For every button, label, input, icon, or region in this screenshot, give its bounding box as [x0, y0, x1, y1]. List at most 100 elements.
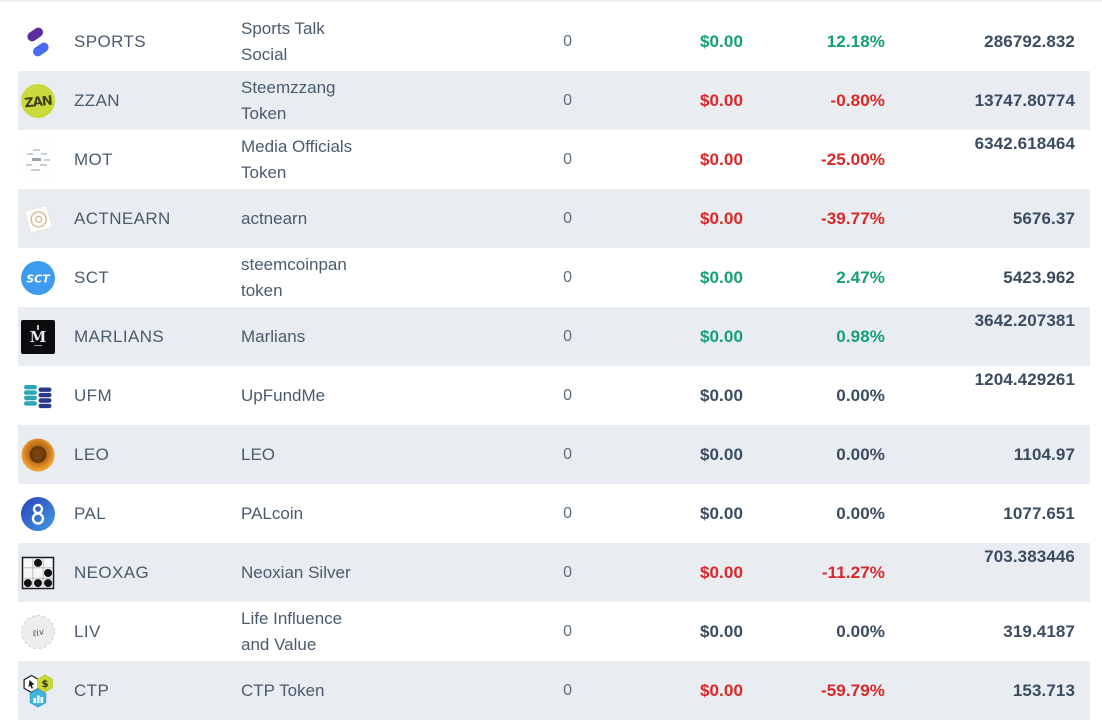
zzan-icon: ZAN: [20, 83, 56, 119]
token-symbol: NEOXAG: [74, 562, 150, 582]
svg-text:SCT: SCT: [26, 272, 51, 285]
token-symbol: LIV: [74, 621, 101, 641]
token-quantity: 0: [563, 209, 572, 227]
token-usd-value: $0.00: [699, 326, 743, 346]
token-symbol: MARLIANS: [74, 326, 165, 346]
token-balance: 5676.37: [1012, 208, 1075, 228]
token-symbol: PAL: [74, 503, 107, 523]
token-quantity: 0: [563, 504, 572, 522]
row-divider: [0, 0, 1102, 2]
token-balance: 319.4187: [1003, 621, 1075, 641]
token-table: SPORTS Sports Talk Social 0 $0.00 12.18%…: [18, 2, 1090, 720]
mot-icon: [20, 141, 56, 178]
token-balance: 6342.618464: [974, 134, 1075, 153]
token-name: CTP Token: [241, 680, 325, 700]
svg-text:M: M: [30, 328, 47, 346]
marlians-icon: M: [20, 319, 56, 355]
token-quantity: 0: [563, 563, 572, 581]
token-row[interactable]: LEO LEO 0 $0.00 0.00% 1104.97: [18, 425, 1090, 484]
liv-icon: ℓiv: [20, 614, 56, 650]
token-change-percent: -39.77%: [820, 208, 885, 228]
token-change-percent: -25.00%: [820, 149, 885, 169]
token-quantity: 0: [563, 268, 572, 286]
token-name: steemcoinpan token: [241, 254, 347, 300]
token-row[interactable]: UFM UpFundMe 0 $0.00 0.00% 1204.429261: [18, 366, 1090, 425]
token-row[interactable]: MOT Media Officials Token 0 $0.00 -25.00…: [18, 130, 1090, 189]
token-change-percent: 0.00%: [836, 503, 885, 523]
token-change-percent: 0.98%: [836, 326, 885, 346]
token-usd-value: $0.00: [699, 444, 743, 464]
token-quantity: 0: [563, 327, 572, 345]
token-symbol: MOT: [74, 149, 113, 169]
token-name: Life Influence and Value: [241, 608, 343, 654]
token-quantity: 0: [563, 622, 572, 640]
token-name: actnearn: [241, 208, 308, 228]
token-row[interactable]: ℓiv LIV Life Influence and Value 0 $0.00…: [18, 602, 1090, 661]
token-balance: 1204.429261: [974, 370, 1075, 389]
token-name: Neoxian Silver: [241, 562, 351, 582]
token-change-percent: -59.79%: [820, 680, 885, 700]
token-name: UpFundMe: [241, 385, 326, 405]
token-balance: 1104.97: [1013, 444, 1075, 464]
actnearn-icon: [20, 201, 56, 237]
token-usd-value: $0.00: [699, 385, 743, 405]
token-usd-value: $0.00: [699, 208, 743, 228]
token-usd-value: $0.00: [699, 562, 743, 582]
token-name: Media Officials Token: [241, 136, 353, 182]
token-quantity: 0: [563, 445, 572, 463]
token-balance: 3642.207381: [974, 311, 1075, 330]
token-symbol: LEO: [74, 444, 110, 464]
token-change-percent: 0.00%: [836, 621, 885, 641]
sports-icon: [20, 24, 56, 60]
token-row[interactable]: ACTNEARN actnearn 0 $0.00 -39.77% 5676.3…: [18, 189, 1090, 248]
ctp-icon: $: [20, 673, 56, 709]
token-usd-value: $0.00: [699, 680, 743, 700]
token-row[interactable]: $ CTP CTP Token 0 $0.00 -59.79% 153.713: [18, 661, 1090, 720]
token-quantity: 0: [563, 386, 572, 404]
token-quantity: 0: [563, 150, 572, 168]
token-row[interactable]: ZAN ZZAN Steemzzang Token 0 $0.00 -0.80%…: [18, 71, 1090, 130]
token-symbol: SPORTS: [74, 31, 146, 51]
token-name: Marlians: [241, 326, 306, 346]
token-change-percent: -0.80%: [830, 90, 885, 110]
token-change-percent: 0.00%: [836, 385, 885, 405]
token-row[interactable]: M MARLIANS Marlians 0 $0.00 0.98% 3642.2…: [18, 307, 1090, 366]
svg-text:$: $: [42, 679, 49, 690]
svg-text:ℓiv: ℓiv: [32, 627, 46, 639]
token-symbol: SCT: [74, 267, 110, 287]
token-balance: 703.383446: [984, 547, 1075, 566]
token-change-percent: -11.27%: [821, 562, 885, 582]
leo-icon: [20, 437, 56, 473]
sct-icon: SCT: [20, 260, 56, 296]
token-row[interactable]: SCT SCT steemcoinpan token 0 $0.00 2.47%…: [18, 248, 1090, 307]
token-balance: 5423.962: [1003, 267, 1075, 287]
token-name: Sports Talk Social: [241, 18, 325, 64]
token-balance: 153.713: [1012, 680, 1075, 700]
token-usd-value: $0.00: [699, 31, 743, 51]
token-name: Steemzzang Token: [241, 77, 336, 123]
token-balance: 286792.832: [984, 31, 1075, 51]
token-usd-value: $0.00: [699, 503, 743, 523]
svg-text:ZAN: ZAN: [24, 93, 53, 111]
token-usd-value: $0.00: [699, 621, 743, 641]
token-usd-value: $0.00: [699, 149, 743, 169]
token-symbol: CTP: [74, 680, 110, 700]
token-row[interactable]: SPORTS Sports Talk Social 0 $0.00 12.18%…: [18, 2, 1090, 71]
token-balance: 13747.80774: [974, 90, 1075, 110]
token-row[interactable]: PAL PALcoin 0 $0.00 0.00% 1077.651: [18, 484, 1090, 543]
token-change-percent: 2.47%: [836, 267, 885, 287]
token-name: LEO: [241, 444, 276, 464]
neoxag-icon: [20, 555, 56, 591]
token-balance: 1077.651: [1003, 503, 1075, 523]
token-quantity: 0: [563, 32, 572, 50]
token-symbol: UFM: [74, 385, 113, 405]
token-name: PALcoin: [241, 503, 304, 523]
token-quantity: 0: [563, 681, 572, 699]
pal-icon: [20, 496, 56, 532]
ufm-icon: [20, 378, 56, 414]
token-usd-value: $0.00: [699, 90, 743, 110]
token-symbol: ZZAN: [74, 90, 120, 110]
token-usd-value: $0.00: [699, 267, 743, 287]
token-row[interactable]: NEOXAG Neoxian Silver 0 $0.00 -11.27% 70…: [18, 543, 1090, 602]
token-change-percent: 0.00%: [836, 444, 885, 464]
